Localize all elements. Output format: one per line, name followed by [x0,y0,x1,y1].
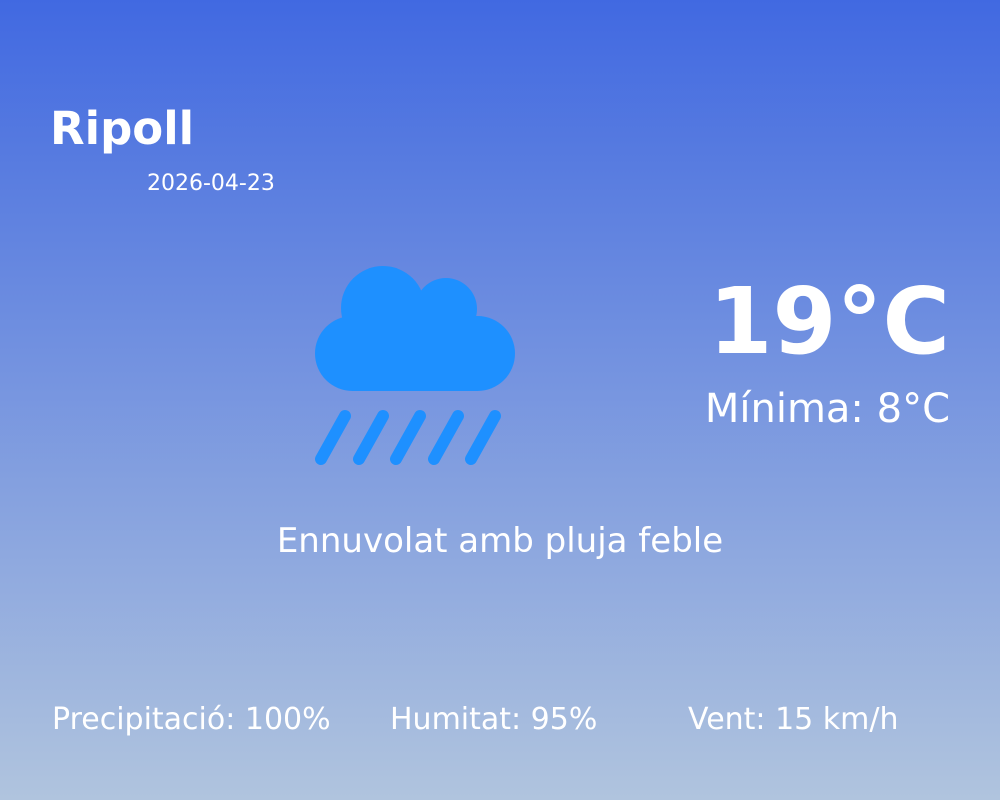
precipitation-stat: Precipitació: 100% [52,702,331,737]
wind-stat: Vent: 15 km/h [688,702,899,737]
current-temperature: 19°C [708,268,950,375]
minimum-temperature: Mínima: 8°C [704,386,950,432]
forecast-date: 2026-04-23 [147,171,275,196]
humidity-stat: Humitat: 95% [390,702,598,737]
city-name: Ripoll [50,102,195,155]
cloud-rain-icon [315,266,515,465]
weather-description: Ennuvolat amb pluja feble [276,521,724,561]
